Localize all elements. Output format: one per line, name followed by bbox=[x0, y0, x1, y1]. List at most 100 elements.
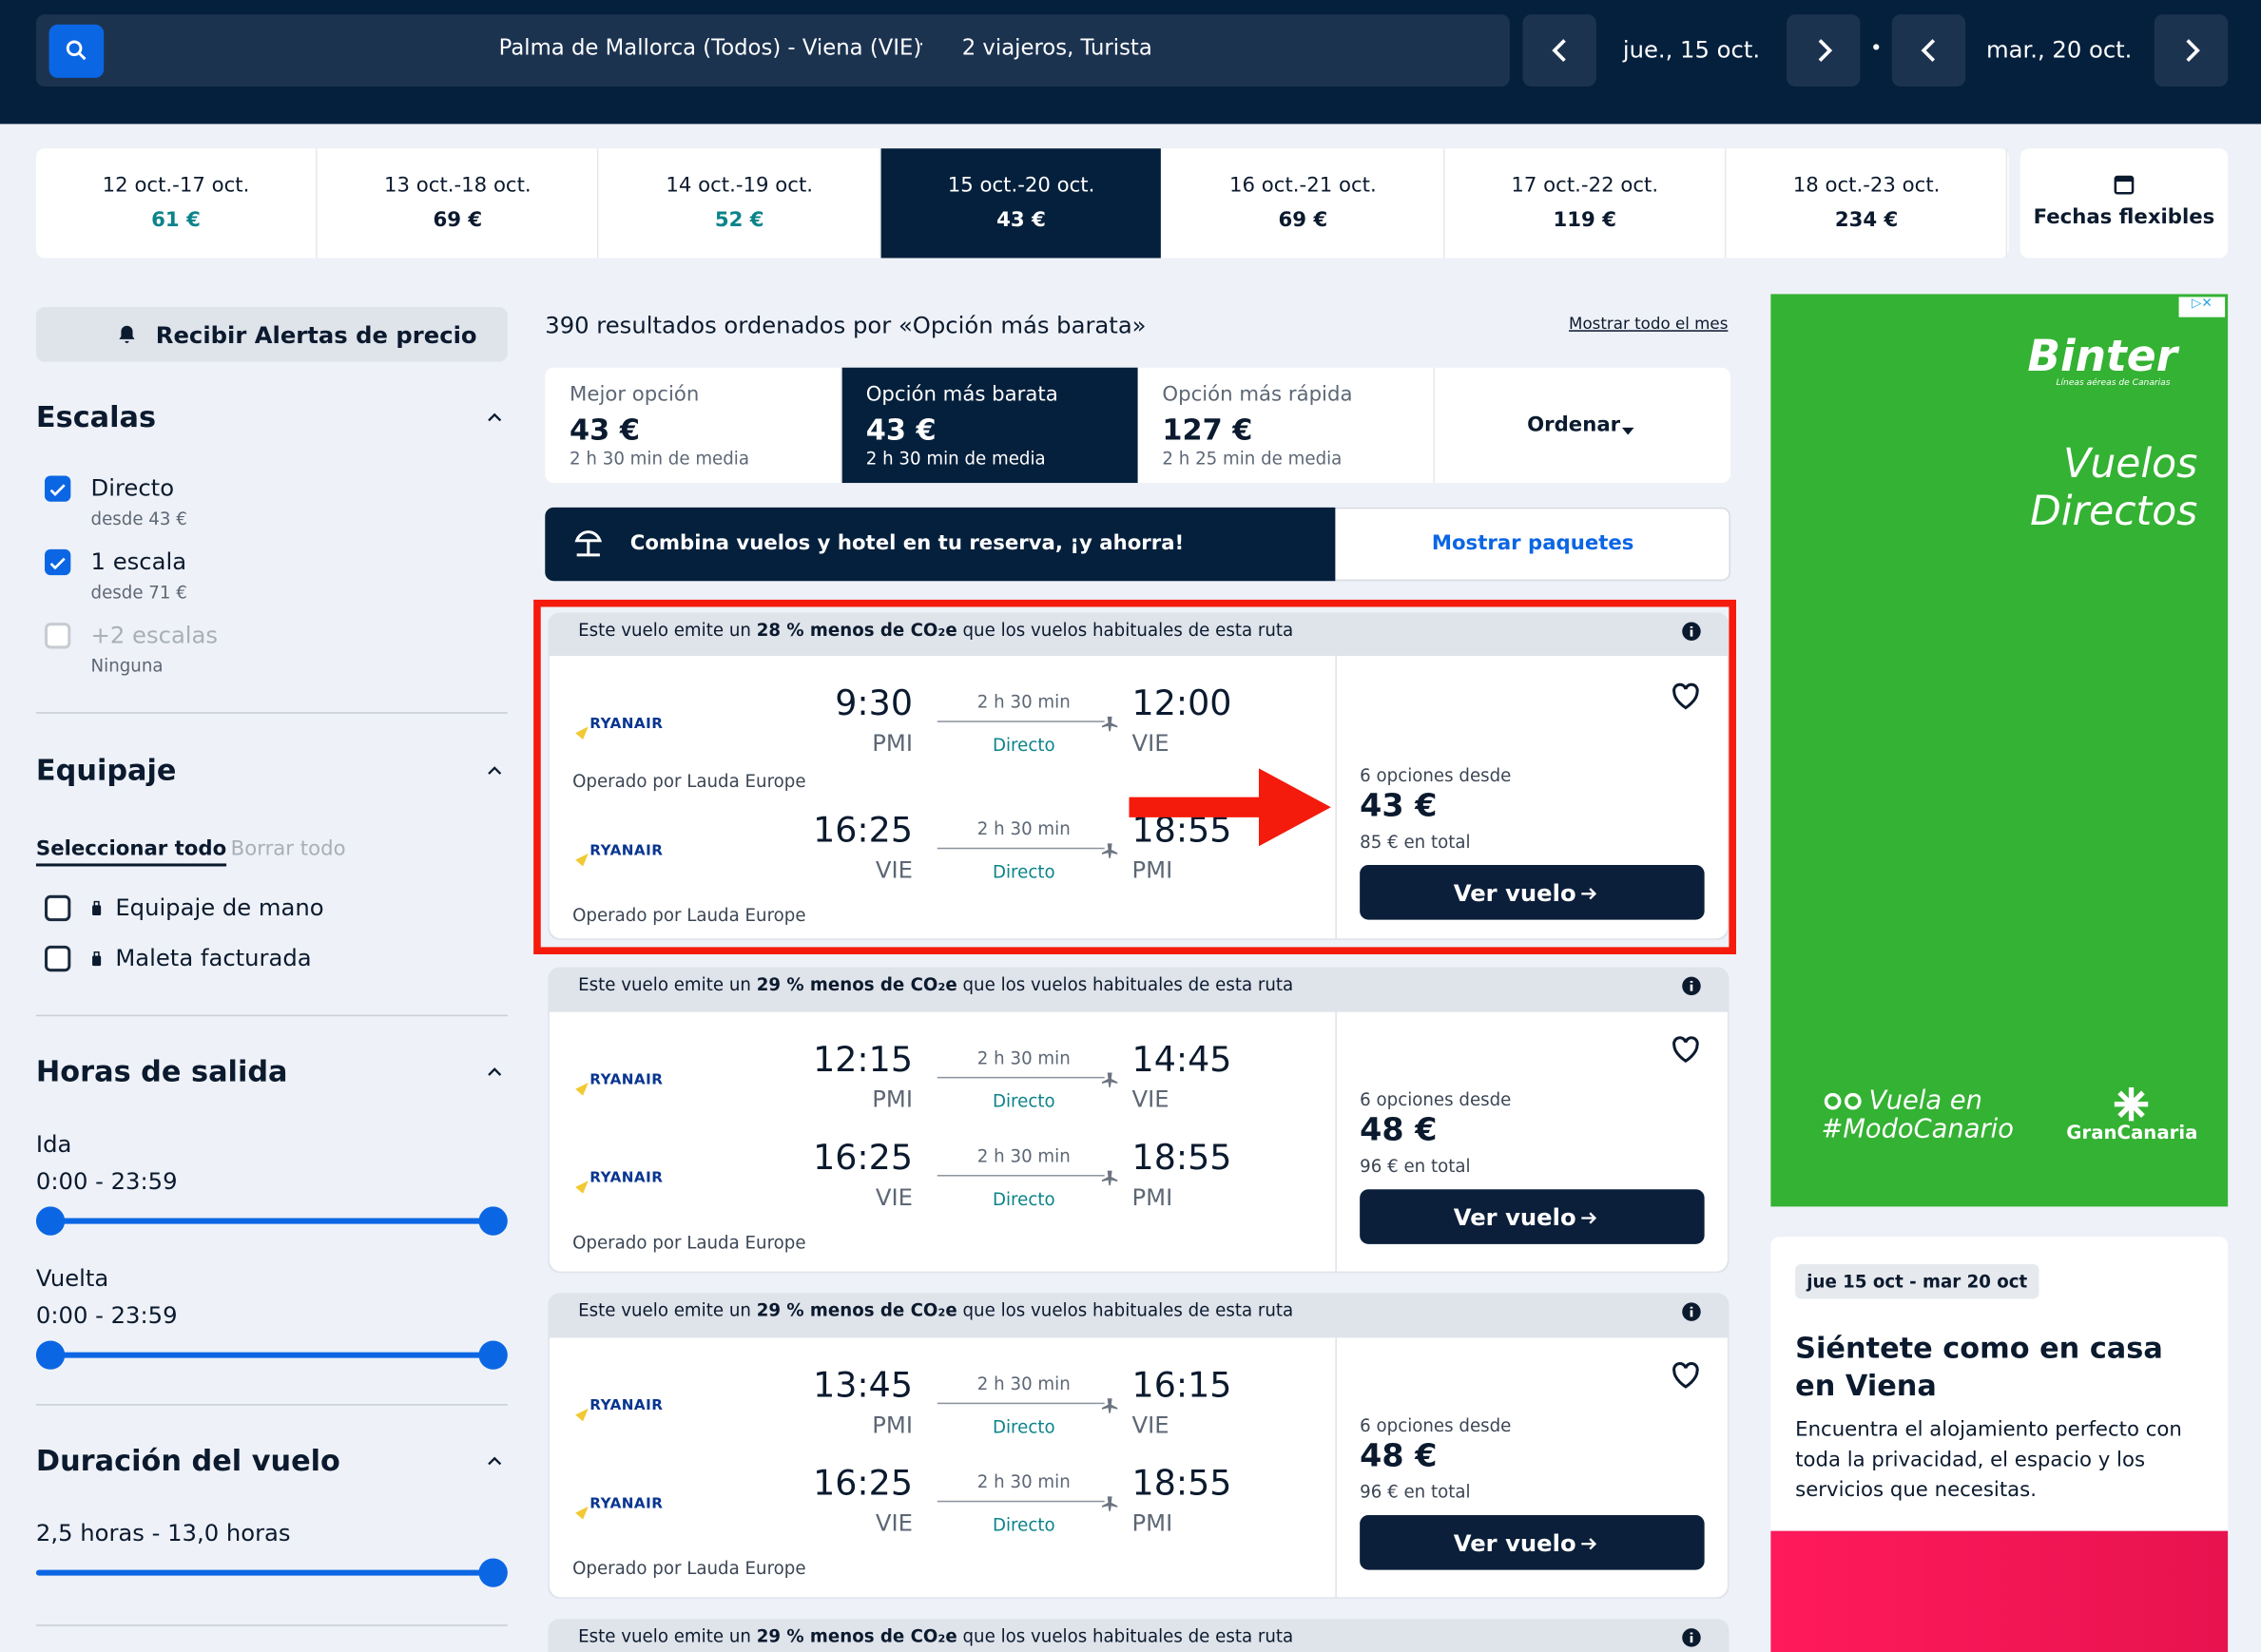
sort-label: Opción más barata bbox=[865, 383, 1058, 407]
operated-by: Operado por Lauda Europe bbox=[572, 1232, 806, 1253]
view-flight-button[interactable]: Ver vuelo bbox=[1360, 1514, 1705, 1570]
text: que los vuelos habituales de esta ruta bbox=[957, 1299, 1294, 1321]
route-line bbox=[937, 1076, 1105, 1079]
co2-note: Este vuelo emite un 29 % menos de CO₂e q… bbox=[578, 974, 1293, 994]
search-box[interactable] bbox=[35, 14, 1510, 86]
annotation-arrow bbox=[1129, 768, 1331, 847]
collapse-caret bbox=[485, 1061, 505, 1081]
text: Este vuelo emite un bbox=[578, 1299, 757, 1321]
highlight-frame bbox=[533, 599, 1736, 954]
show-month[interactable]: Mostrar todo el mes bbox=[1569, 314, 1729, 334]
checkbox[interactable] bbox=[45, 623, 71, 649]
tab-price: 43 € bbox=[996, 208, 1046, 233]
button-label: Ver vuelo bbox=[1453, 879, 1576, 907]
date-tab[interactable]: 17 oct.-22 oct. 119 € bbox=[1445, 148, 1727, 259]
duration: 2 h 30 min bbox=[976, 818, 1071, 839]
depart-date[interactable]: jue., 15 oct. bbox=[1622, 35, 1761, 64]
check bbox=[48, 479, 68, 499]
stops: Directo bbox=[992, 1189, 1055, 1210]
date-nav-button[interactable] bbox=[1522, 14, 1596, 86]
flight-card[interactable]: Este vuelo emite un 28 % menos de CO₂e q… bbox=[548, 612, 1730, 940]
view-flight-button[interactable]: Ver vuelo bbox=[1360, 864, 1705, 920]
view-flight-button[interactable]: Ver vuelo bbox=[1360, 1189, 1705, 1244]
slider-knob[interactable] bbox=[35, 1206, 66, 1236]
dep-airport: VIE bbox=[875, 1508, 914, 1537]
date-nav-button[interactable] bbox=[2154, 14, 2229, 86]
price-total: 96 € en total bbox=[1360, 1156, 1471, 1177]
slider-knob[interactable] bbox=[478, 1206, 508, 1236]
date-nav-button[interactable] bbox=[1891, 14, 1966, 86]
checkbox[interactable] bbox=[45, 945, 71, 972]
bag-icon bbox=[88, 947, 106, 970]
results-summary: 390 resultados ordenados por «Opción más… bbox=[545, 311, 1147, 339]
divider bbox=[1335, 1011, 1337, 1272]
date-tab[interactable]: 18 oct.-23 oct. 234 € bbox=[1727, 148, 2008, 259]
date-tab[interactable]: 13 oct.-18 oct. 69 € bbox=[318, 148, 599, 259]
time-slider[interactable] bbox=[35, 1206, 508, 1236]
text: 28 % menos de CO₂e bbox=[756, 620, 957, 641]
arr-airport: VIE bbox=[1131, 1085, 1169, 1113]
arrow-icon bbox=[1579, 1532, 1599, 1552]
text: que los vuelos habituales de esta ruta bbox=[957, 620, 1294, 641]
flexible-label: Fechas flexibles bbox=[2033, 205, 2215, 230]
plane-icon bbox=[1099, 839, 1118, 859]
text: Este vuelo emite un bbox=[578, 974, 757, 995]
slider-range: 0:00 - 23:59 bbox=[35, 1167, 178, 1196]
price: 48 € bbox=[1360, 1438, 1438, 1475]
sort-sub: 2 h 30 min de media bbox=[865, 448, 1046, 469]
slider-knob[interactable] bbox=[35, 1340, 66, 1370]
dropdown-caret bbox=[1619, 418, 1636, 435]
divider bbox=[1335, 656, 1337, 939]
flight-card[interactable]: Este vuelo emite un 29 % menos de CO₂e q… bbox=[548, 1619, 1730, 1652]
slider-knob[interactable] bbox=[478, 1558, 508, 1587]
dep-airport: PMI bbox=[872, 1085, 914, 1113]
favorite-icon bbox=[1669, 1032, 1703, 1066]
time-slider[interactable] bbox=[35, 1340, 508, 1370]
option-label: Maleta facturada bbox=[115, 944, 312, 972]
duration-slider[interactable] bbox=[35, 1558, 508, 1587]
route-line bbox=[937, 1402, 1105, 1405]
checkbox[interactable] bbox=[45, 475, 71, 502]
sort-tab[interactable]: Mejor opción 43 €2 h 30 min de media bbox=[545, 367, 842, 484]
return-date[interactable]: mar., 20 oct. bbox=[1985, 35, 2133, 64]
sort-tab[interactable]: Opción más barata 43 €2 h 30 min de media bbox=[841, 367, 1137, 484]
date-tab[interactable]: 14 oct.-19 oct. 52 € bbox=[600, 148, 881, 259]
select-all[interactable]: Seleccionar todo bbox=[35, 837, 227, 867]
dep-airport: VIE bbox=[875, 855, 914, 884]
check bbox=[48, 552, 68, 572]
dep-airport: PMI bbox=[872, 729, 914, 758]
flexible-dates[interactable]: Fechas flexibles bbox=[2019, 148, 2229, 259]
alert-button[interactable]: Recibir Alertas de precio bbox=[35, 307, 508, 362]
flight-card[interactable]: Este vuelo emite un 29 % menos de CO₂e q… bbox=[548, 1293, 1730, 1599]
flight-card[interactable]: Este vuelo emite un 29 % menos de CO₂e q… bbox=[548, 967, 1730, 1274]
date-tab[interactable]: 12 oct.-17 oct. 61 € bbox=[36, 148, 318, 259]
dep-airport: PMI bbox=[872, 1411, 914, 1439]
ad-banner[interactable] bbox=[1770, 294, 2229, 1207]
sort-label: Opción más rápida bbox=[1162, 383, 1353, 407]
button-label: Ver vuelo bbox=[1453, 1529, 1576, 1557]
checkbox[interactable] bbox=[45, 894, 71, 922]
sort-tab[interactable]: Opción más rápida 127 €2 h 25 min de medi… bbox=[1138, 367, 1436, 484]
search-button[interactable] bbox=[48, 24, 105, 78]
dot: • bbox=[1870, 37, 1883, 61]
date-tab[interactable]: 15 oct.-20 oct. 43 € bbox=[880, 148, 1162, 259]
date-nav-button[interactable] bbox=[1787, 14, 1861, 86]
co2-note: Este vuelo emite un 29 % menos de CO₂e q… bbox=[578, 1626, 1293, 1646]
option-label: +2 escalas bbox=[90, 621, 219, 649]
dot: · bbox=[918, 34, 924, 55]
flight-body: RYANAIR 13:45 PMI 2 h 30 min Directo 16:15 VIE… bbox=[549, 1337, 1728, 1598]
plane-icon bbox=[1099, 1394, 1118, 1413]
slider-knob[interactable] bbox=[478, 1340, 508, 1370]
airline-logo-mark bbox=[575, 1074, 589, 1096]
sort-button[interactable]: Ordenar bbox=[1435, 368, 1730, 483]
route-line bbox=[937, 720, 1105, 722]
info-icon bbox=[1681, 620, 1701, 642]
clear-all[interactable]: Borrar todo bbox=[230, 837, 346, 861]
checkbox[interactable] bbox=[45, 548, 71, 576]
date-tab[interactable]: 16 oct.-21 oct. 69 € bbox=[1163, 148, 1445, 259]
tab-dates: 17 oct.-22 oct. bbox=[1511, 174, 1659, 198]
promo-button[interactable]: Mostrar paquetes bbox=[1431, 531, 1634, 555]
options-count: 6 opciones desde bbox=[1360, 1089, 1512, 1110]
stops: Directo bbox=[992, 1514, 1055, 1536]
ad-partner: GranCanaria bbox=[2066, 1123, 2198, 1145]
